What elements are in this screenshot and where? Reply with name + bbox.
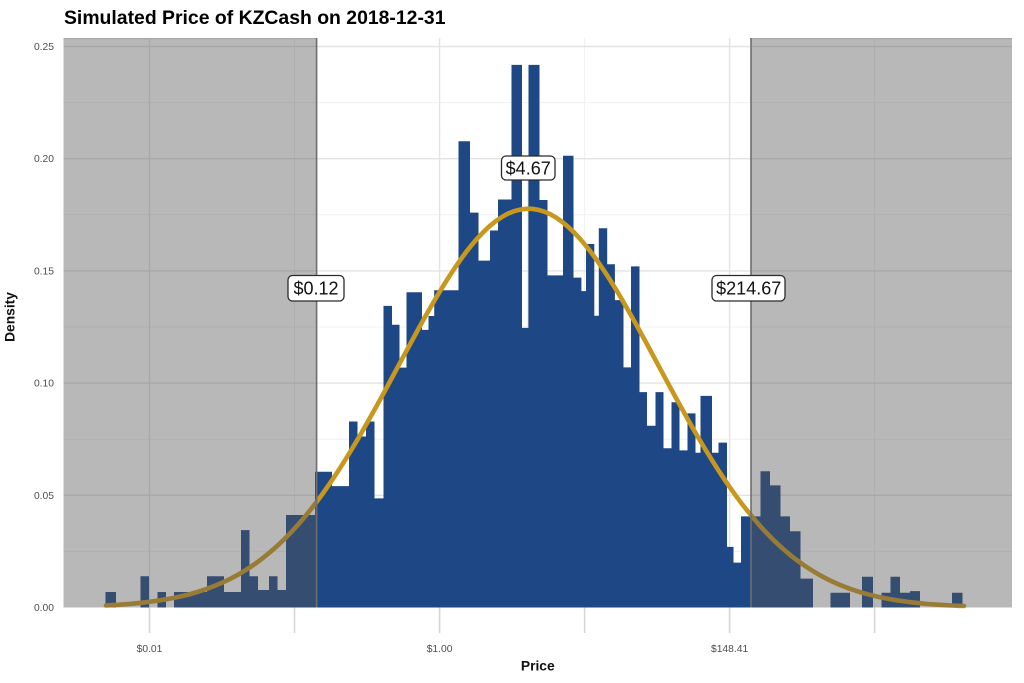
svg-text:0.15: 0.15 bbox=[34, 266, 54, 277]
svg-text:$4.67: $4.67 bbox=[506, 159, 551, 179]
svg-text:$0.12: $0.12 bbox=[293, 279, 338, 299]
svg-text:Density: Density bbox=[3, 292, 18, 342]
svg-text:0.20: 0.20 bbox=[34, 154, 54, 165]
svg-text:0.25: 0.25 bbox=[34, 42, 54, 53]
svg-text:Simulated Price of KZCash on 2: Simulated Price of KZCash on 2018-12-31 bbox=[64, 7, 446, 29]
svg-text:0.10: 0.10 bbox=[34, 379, 54, 390]
svg-text:$148.41: $148.41 bbox=[711, 644, 748, 655]
svg-text:$1.00: $1.00 bbox=[427, 644, 453, 655]
svg-text:Price: Price bbox=[521, 659, 555, 674]
svg-text:$214.67: $214.67 bbox=[716, 279, 781, 299]
svg-text:0.00: 0.00 bbox=[34, 603, 54, 614]
svg-text:$0.01: $0.01 bbox=[137, 644, 163, 655]
svg-text:0.05: 0.05 bbox=[34, 491, 54, 502]
